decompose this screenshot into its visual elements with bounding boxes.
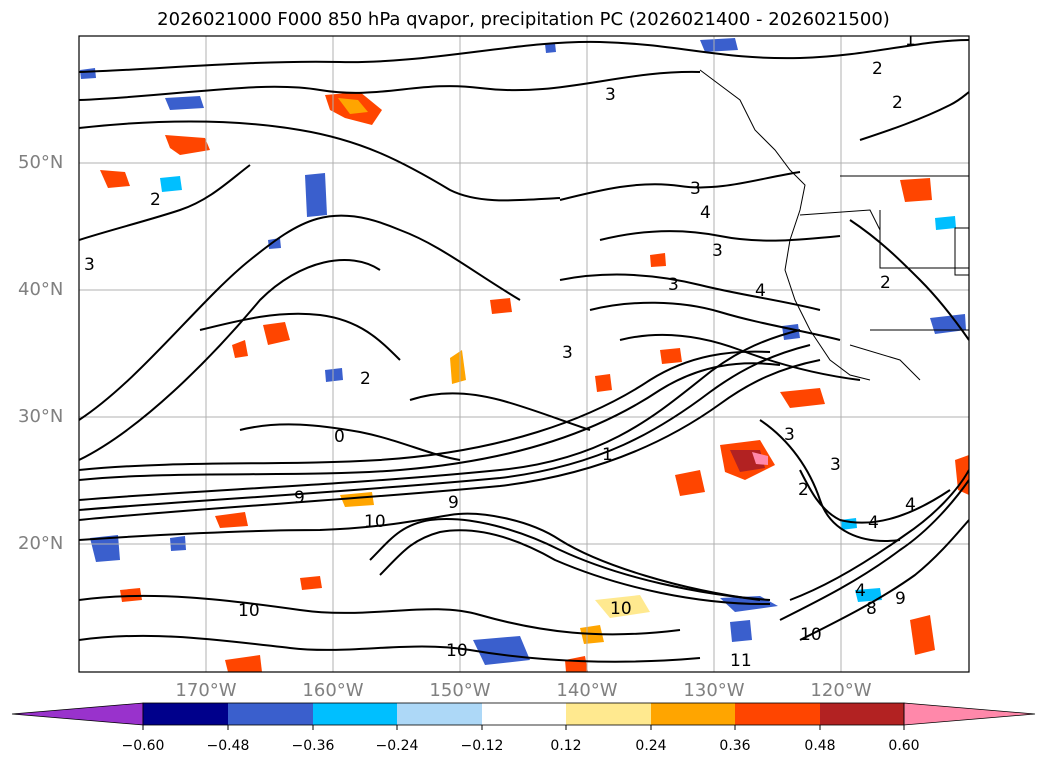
colorbar-bin <box>228 703 313 725</box>
colorbar-bin <box>143 703 228 725</box>
colorbar-arrow-right <box>903 702 1036 726</box>
lon-label-170w: 170°W <box>175 680 237 701</box>
colorbar-bin <box>566 703 651 725</box>
map-plot-area: 1 2 2 2 3 3 3 4 3 4 3 1 2 3 0 9 9 10 10 … <box>79 30 969 672</box>
lat-label-30n: 30°N <box>18 406 64 427</box>
contour-label: 2 <box>798 480 809 500</box>
contour-labels: 1 2 2 2 3 3 3 4 3 4 3 1 2 3 0 9 9 10 10 … <box>84 30 916 671</box>
colorbar-tick-label: −0.36 <box>291 738 335 754</box>
colorbar-bin <box>820 703 904 725</box>
contour-label: 4 <box>700 203 711 223</box>
lat-label-20n: 20°N <box>18 533 64 554</box>
lon-label-130w: 130°W <box>683 680 745 701</box>
contour-label: 3 <box>712 241 723 261</box>
contour-label: 4 <box>905 495 916 515</box>
contour-label: 3 <box>830 455 841 475</box>
contour-label: 8 <box>866 599 877 619</box>
contour-label: 10 <box>364 512 386 532</box>
lon-label-160w: 160°W <box>302 680 364 701</box>
lon-label-140w: 140°W <box>556 680 618 701</box>
contour-label: 1 <box>602 445 613 465</box>
colorbar <box>11 702 1036 730</box>
lon-label-120w: 120°W <box>810 680 872 701</box>
contour-label: 4 <box>755 281 766 301</box>
contour-label: 3 <box>690 179 701 199</box>
contour-label: 10 <box>800 625 822 645</box>
contour-label: 2 <box>880 273 891 293</box>
map-gridlines <box>79 36 969 672</box>
contour-label: 2 <box>150 190 161 210</box>
colorbar-tick-label: 0.12 <box>550 738 582 754</box>
contour-label: 10 <box>238 601 260 621</box>
colorbar-tick-label: −0.24 <box>375 738 419 754</box>
colorbar-tick-label: 0.48 <box>804 738 836 754</box>
colorbar-tick-label: −0.60 <box>121 738 165 754</box>
contour-label: 1 <box>905 30 916 50</box>
contour-label: 9 <box>448 493 459 513</box>
colorbar-bin <box>651 703 735 725</box>
lat-label-50n: 50°N <box>18 152 64 173</box>
colorbar-frame <box>142 702 905 726</box>
contour-label: 3 <box>605 85 616 105</box>
contour-label: 10 <box>610 599 632 619</box>
colorbar-tick-label: −0.12 <box>460 738 504 754</box>
colorbar-tick-label: 0.24 <box>635 738 667 754</box>
colorbar-bin <box>397 703 482 725</box>
precip-shading <box>80 38 969 672</box>
contour-label: 4 <box>868 513 879 533</box>
contour-label: 2 <box>360 369 371 389</box>
colorbar-tick-label: −0.48 <box>206 738 250 754</box>
colorbar-bin <box>313 703 397 725</box>
plot-border <box>78 35 970 673</box>
colorbar-tick-label: 0.60 <box>888 738 920 754</box>
contour-label: 2 <box>892 93 903 113</box>
colorbar-bin <box>482 703 566 725</box>
contour-label: 9 <box>895 589 906 609</box>
contour-label: 9 <box>294 488 305 508</box>
contour-label: 11 <box>730 651 752 671</box>
contour-label: 10 <box>446 641 468 661</box>
coastlines <box>699 69 969 381</box>
map-title: 2026021000 F000 850 hPa qvapor, precipit… <box>157 9 890 30</box>
colorbar-bin <box>735 703 820 725</box>
contour-label: 0 <box>334 427 345 447</box>
contour-label: 3 <box>562 343 573 363</box>
contour-label: 4 <box>855 581 866 601</box>
contour-label: 2 <box>872 59 883 79</box>
contour-label: 3 <box>668 275 679 295</box>
lat-label-40n: 40°N <box>18 279 64 300</box>
colorbar-tick-label: 0.36 <box>719 738 751 754</box>
colorbar-arrow-left <box>11 702 144 726</box>
contour-label: 3 <box>84 255 95 275</box>
lon-label-150w: 150°W <box>429 680 491 701</box>
qvapor-contours <box>79 39 969 663</box>
contour-label: 3 <box>784 425 795 445</box>
